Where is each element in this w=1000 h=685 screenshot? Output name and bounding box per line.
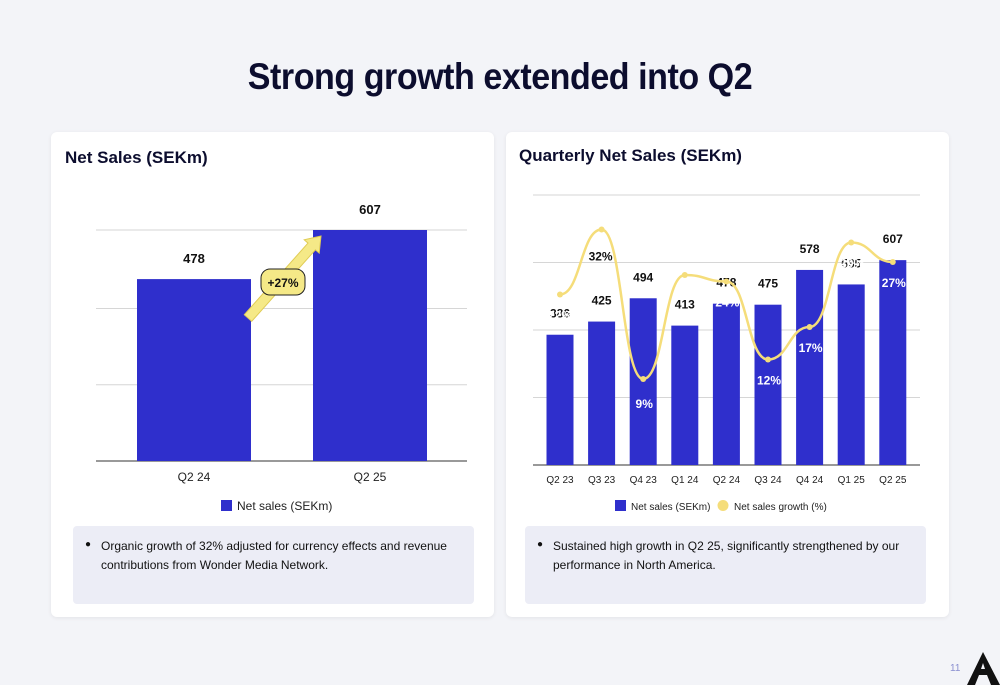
bar-value-label: 535 bbox=[841, 256, 861, 270]
x-tick-label: Q3 24 bbox=[754, 475, 782, 486]
page-title: Strong growth extended into Q2 bbox=[247, 56, 753, 97]
net-sales-chart: 478 Q2 24 607 Q2 25 +27% Net sales (SEKm) bbox=[96, 202, 467, 513]
growth-point bbox=[640, 376, 647, 382]
brand-logo-icon bbox=[967, 652, 1000, 685]
bar-value-label: 475 bbox=[758, 277, 778, 291]
x-tick-label: Q2 25 bbox=[879, 475, 907, 486]
quarterly-net-sales-note-text: Sustained high growth in Q2 25, signific… bbox=[553, 539, 900, 572]
growth-point bbox=[765, 356, 771, 363]
growth-point bbox=[848, 239, 855, 246]
growth-badge bbox=[260, 268, 306, 296]
legend-label-growth: Net sales growth (%) bbox=[734, 502, 827, 513]
legend-label-net-sales: Net sales (SEKm) bbox=[631, 502, 710, 513]
growth-badge-label: +27% bbox=[267, 276, 298, 290]
x-tick-label: Q3 23 bbox=[588, 475, 616, 486]
bar bbox=[137, 279, 251, 461]
growth-point bbox=[889, 259, 896, 265]
quarterly-net-sales-card: Quarterly Net Sales (SEKm) 386 Q2 23 425 Q3… bbox=[506, 132, 949, 617]
x-tick-label: Q2 24 bbox=[178, 470, 211, 484]
net-sales-note-text: Organic growth of 32% adjusted for curre… bbox=[101, 539, 447, 572]
legend-swatch-growth bbox=[717, 500, 729, 511]
bar-value-label: 425 bbox=[592, 294, 612, 308]
bar bbox=[837, 284, 865, 465]
quarterly-net-sales-note: ● Sustained high growth in Q2 25, signif… bbox=[525, 526, 926, 604]
growth-line bbox=[559, 228, 893, 381]
growth-value-label: 17% bbox=[799, 341, 823, 355]
bar bbox=[588, 321, 616, 465]
legend-swatch-net-sales bbox=[221, 500, 232, 511]
bar bbox=[712, 303, 740, 465]
bar bbox=[796, 269, 824, 465]
bar-value-label: 413 bbox=[675, 298, 695, 312]
bullet-icon: ● bbox=[85, 539, 92, 550]
page-number: 11 bbox=[950, 663, 961, 674]
bar bbox=[671, 325, 699, 465]
net-sales-note: ● Organic growth of 32% adjusted for cur… bbox=[73, 526, 474, 604]
growth-value-label: 27% bbox=[882, 276, 906, 290]
growth-value-label: 25% bbox=[674, 289, 698, 303]
bar-value-label: 607 bbox=[359, 202, 381, 217]
bar-value-label: 494 bbox=[633, 270, 653, 284]
growth-point bbox=[806, 324, 813, 330]
net-sales-chart-title: Net Sales (SEKm) bbox=[65, 148, 208, 167]
bullet-icon: ● bbox=[537, 539, 544, 550]
x-tick-label: Q2 24 bbox=[713, 475, 741, 486]
bar-value-label: 386 bbox=[550, 307, 570, 321]
growth-value-label: 32% bbox=[589, 250, 613, 264]
x-tick-label: Q4 24 bbox=[796, 475, 824, 486]
bar bbox=[879, 260, 907, 465]
growth-point bbox=[723, 278, 730, 285]
quarterly-net-sales-chart-title: Quarterly Net Sales (SEKm) bbox=[519, 146, 742, 165]
x-tick-label: Q1 24 bbox=[671, 475, 699, 486]
bar bbox=[313, 230, 427, 461]
x-tick-label: Q2 23 bbox=[546, 475, 574, 486]
growth-point bbox=[681, 272, 688, 278]
bar-value-label: 607 bbox=[883, 232, 903, 246]
growth-value-label: 12% bbox=[757, 374, 781, 388]
net-sales-card: Net Sales (SEKm) 478 Q2 24 607 Q2 25 +27% Net… bbox=[51, 132, 494, 617]
growth-value-label: 9% bbox=[636, 397, 654, 411]
growth-point bbox=[598, 226, 605, 233]
legend-swatch-net-sales bbox=[615, 500, 626, 511]
growth-value-label: 22% bbox=[548, 309, 572, 323]
bar-value-label: 578 bbox=[800, 242, 820, 256]
legend-label-net-sales: Net sales (SEKm) bbox=[237, 499, 332, 513]
x-tick-label: Q2 25 bbox=[354, 470, 387, 484]
x-tick-label: Q4 23 bbox=[630, 475, 658, 486]
bar bbox=[754, 304, 782, 465]
growth-point bbox=[557, 291, 563, 298]
x-tick-label: Q1 25 bbox=[838, 475, 866, 486]
bar-value-label: 478 bbox=[183, 251, 205, 266]
bar bbox=[546, 334, 574, 465]
growth-value-label: 24% bbox=[715, 296, 739, 310]
growth-value-label: 30% bbox=[840, 257, 864, 271]
